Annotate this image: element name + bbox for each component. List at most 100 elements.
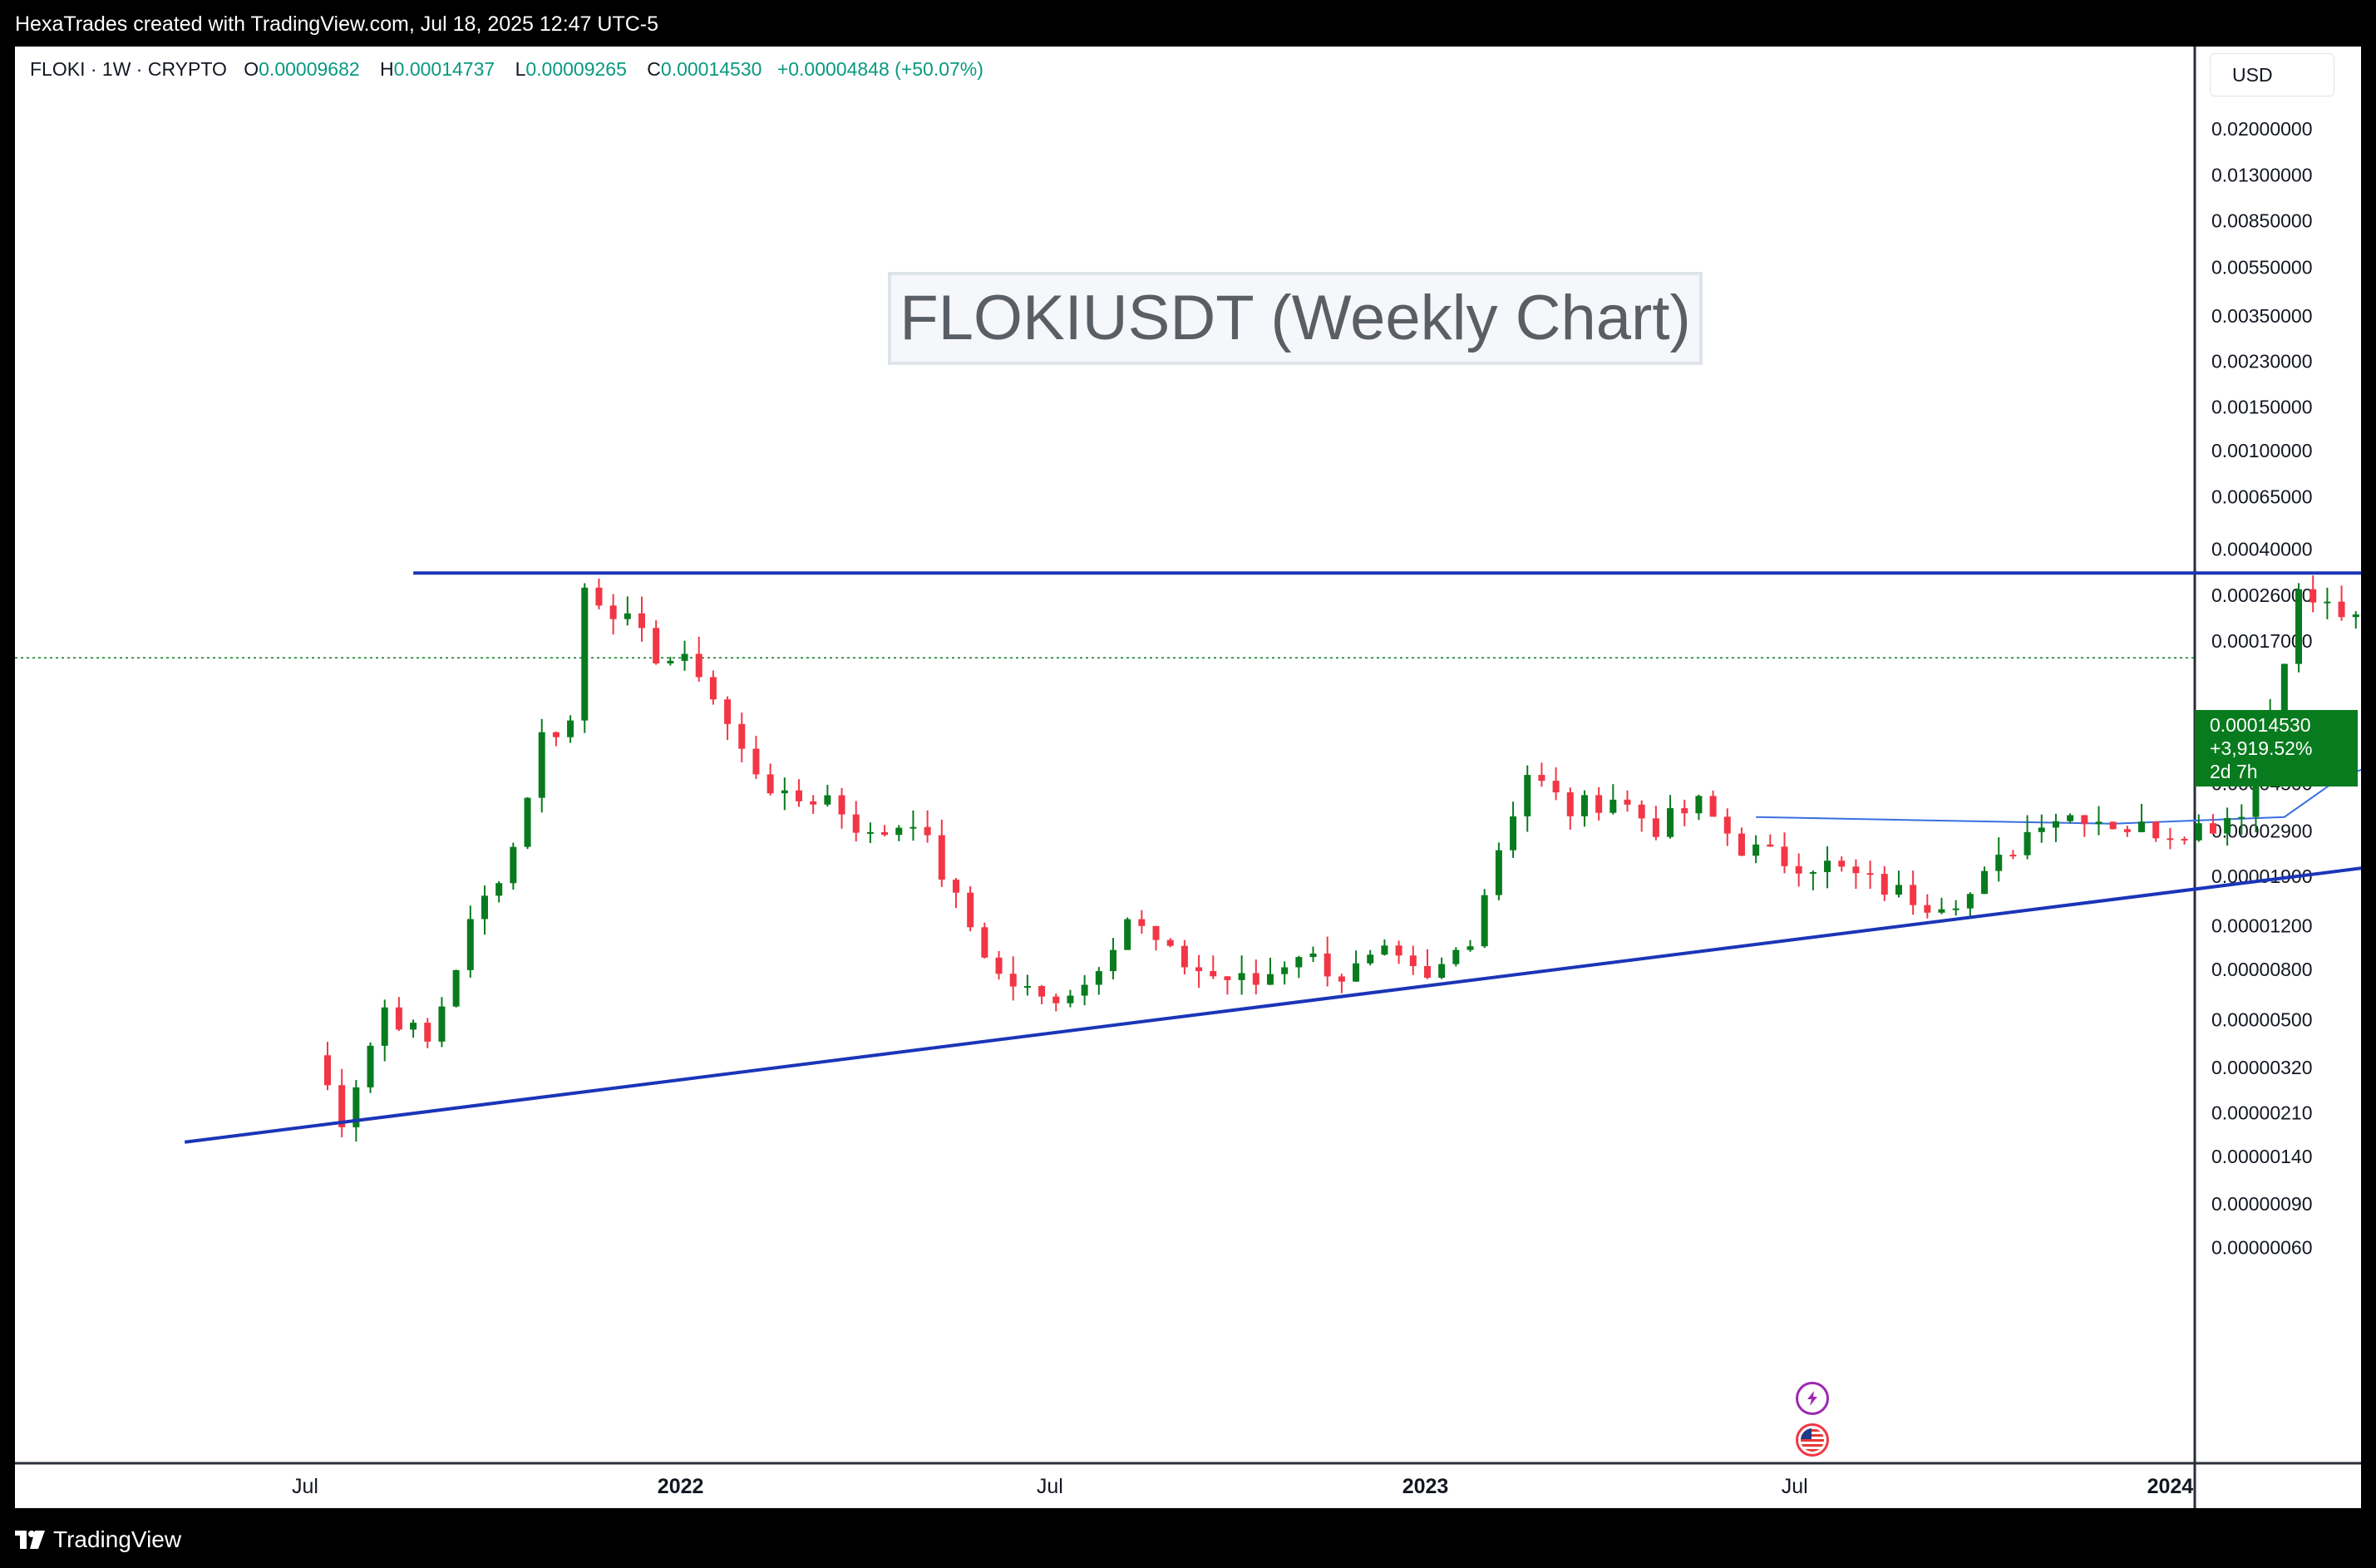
candle-body bbox=[1781, 846, 1788, 866]
candle-body bbox=[1495, 850, 1502, 895]
candle-body bbox=[695, 653, 702, 678]
y-tick-label: 0.01300000 bbox=[2211, 165, 2313, 186]
candle-body bbox=[1981, 870, 1989, 895]
chart-title-annotation[interactable]: FLOKIUSDT (Weekly Chart) bbox=[888, 272, 1703, 365]
candle-body bbox=[1281, 967, 1289, 974]
y-tick-label: 0.00350000 bbox=[2211, 305, 2313, 327]
candle-body bbox=[1252, 973, 1259, 985]
tradingview-logo[interactable]: TradingView bbox=[15, 1526, 181, 1553]
candle-body bbox=[2252, 758, 2260, 817]
candle-body bbox=[438, 1006, 446, 1042]
close-label: C bbox=[647, 58, 661, 80]
candle-body bbox=[1838, 860, 1846, 867]
candle-body bbox=[481, 895, 488, 920]
bar-countdown: 2d 7h bbox=[2210, 761, 2258, 782]
candle-body bbox=[1652, 818, 1659, 837]
candle-body bbox=[2095, 821, 2102, 825]
y-tick-label: 0.00000060 bbox=[2211, 1237, 2313, 1259]
close-value: 0.00014530 bbox=[660, 58, 762, 80]
candle-body bbox=[1995, 855, 2003, 871]
y-tick-label: 0.00230000 bbox=[2211, 350, 2313, 372]
candle-body bbox=[1109, 949, 1117, 972]
candle-body bbox=[1638, 804, 1645, 819]
candle-body bbox=[2123, 829, 2131, 832]
candle-body bbox=[495, 883, 503, 896]
candle-body bbox=[524, 797, 531, 847]
candle-body bbox=[1353, 963, 1360, 982]
low-value: 0.00009265 bbox=[525, 58, 627, 80]
candle-body bbox=[1609, 799, 1617, 813]
candle-body bbox=[2238, 816, 2245, 819]
candle-body bbox=[981, 927, 988, 958]
candle-body bbox=[2224, 817, 2231, 834]
y-tick-label: 0.00000320 bbox=[2211, 1057, 2313, 1078]
candle-body bbox=[381, 1007, 388, 1046]
moving-average-line bbox=[1756, 768, 2361, 825]
us-flag-icon[interactable] bbox=[1796, 1423, 1829, 1457]
candle-body bbox=[1881, 874, 1888, 895]
candle-body bbox=[1166, 939, 1174, 946]
candle-body bbox=[638, 613, 645, 629]
candle-body bbox=[924, 826, 931, 836]
candle-body bbox=[1595, 795, 1603, 813]
candle-body bbox=[581, 587, 589, 721]
candle-body bbox=[1295, 957, 1303, 968]
x-tick-label: 2024 bbox=[2147, 1475, 2194, 1498]
candle-body bbox=[1423, 966, 1431, 979]
candle-body bbox=[2166, 838, 2174, 841]
last-price-label: 0.00014530 +3,919.52% 2d 7h bbox=[2195, 710, 2358, 786]
candle-body bbox=[1324, 953, 1331, 977]
candle-body bbox=[2152, 821, 2160, 839]
last-price-change: +3,919.52% bbox=[2210, 737, 2313, 759]
y-tick-label: 0.00150000 bbox=[2211, 397, 2313, 418]
chart-panel[interactable]: 0.02000000 0.01300000 0.00850000 0.00550000… bbox=[15, 47, 2361, 1508]
y-tick-label: 0.00850000 bbox=[2211, 210, 2313, 231]
candle-body bbox=[2181, 838, 2188, 841]
open-label: O bbox=[244, 58, 259, 80]
candle-body bbox=[1081, 984, 1088, 996]
candle-body bbox=[653, 628, 660, 663]
candle-body bbox=[1381, 945, 1388, 955]
candle-body bbox=[1095, 971, 1102, 985]
candle-body bbox=[1238, 973, 1245, 980]
candle-body bbox=[352, 1087, 360, 1127]
y-tick-label: 0.00000800 bbox=[2211, 959, 2313, 980]
candle-body bbox=[2009, 855, 2017, 857]
candle-body bbox=[1481, 895, 1488, 947]
candle-body bbox=[824, 795, 831, 805]
symbol-label[interactable]: FLOKI · 1W · CRYPTO bbox=[30, 58, 227, 80]
currency-selector[interactable]: USD bbox=[2210, 53, 2334, 96]
candle-body bbox=[1338, 976, 1345, 982]
candle-body bbox=[395, 1007, 402, 1030]
candle-body bbox=[1224, 976, 1231, 980]
candle-body bbox=[1695, 796, 1703, 814]
y-tick-label: 0.00001200 bbox=[2211, 915, 2313, 936]
candle-body bbox=[1409, 955, 1417, 967]
candle-body bbox=[1723, 816, 1731, 834]
candle-body bbox=[795, 790, 802, 801]
candle-body bbox=[1852, 866, 1860, 874]
candle-body bbox=[1038, 986, 1046, 997]
candle-body bbox=[709, 677, 717, 700]
candle-body bbox=[1938, 909, 1945, 913]
candle-body bbox=[681, 653, 688, 661]
candle-body bbox=[1580, 795, 1588, 816]
candle-body bbox=[2209, 823, 2216, 834]
change-value: +0.00004848 (+50.07%) bbox=[776, 58, 983, 80]
candle-body bbox=[881, 831, 889, 836]
candle-body bbox=[767, 774, 774, 794]
attribution-text: HexaTrades created with TradingView.com,… bbox=[15, 12, 659, 36]
candle-body bbox=[2324, 601, 2331, 604]
candle-body bbox=[2338, 601, 2345, 618]
y-tick-label: 0.00000090 bbox=[2211, 1193, 2313, 1215]
y-tick-label: 0.00000500 bbox=[2211, 1009, 2313, 1031]
candle-body bbox=[338, 1085, 346, 1127]
candle-body bbox=[1452, 949, 1460, 964]
candle-body bbox=[995, 957, 1003, 974]
x-tick-label: 2022 bbox=[658, 1475, 704, 1498]
lightning-icon[interactable] bbox=[1796, 1382, 1829, 1415]
price-chart[interactable]: 0.02000000 0.01300000 0.00850000 0.00550000… bbox=[15, 47, 2361, 1508]
candle-body bbox=[2280, 663, 2288, 712]
candle-body bbox=[2109, 821, 2117, 830]
candle-body bbox=[967, 892, 974, 928]
